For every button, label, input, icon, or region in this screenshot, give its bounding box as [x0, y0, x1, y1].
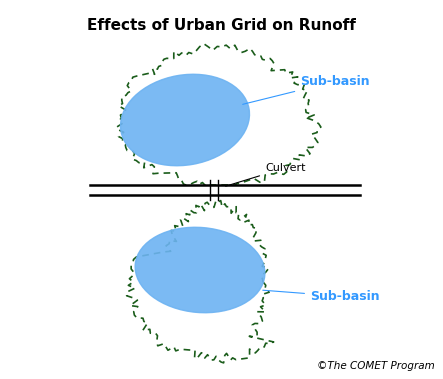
Text: Sub-basin: Sub-basin: [263, 290, 380, 303]
Text: Effects of Urban Grid on Runoff: Effects of Urban Grid on Runoff: [87, 18, 356, 33]
Ellipse shape: [135, 227, 265, 313]
Text: Sub-basin: Sub-basin: [243, 75, 369, 104]
Ellipse shape: [120, 74, 249, 166]
Text: ©The COMET Program: ©The COMET Program: [317, 361, 435, 371]
Text: Culvert: Culvert: [225, 163, 306, 186]
